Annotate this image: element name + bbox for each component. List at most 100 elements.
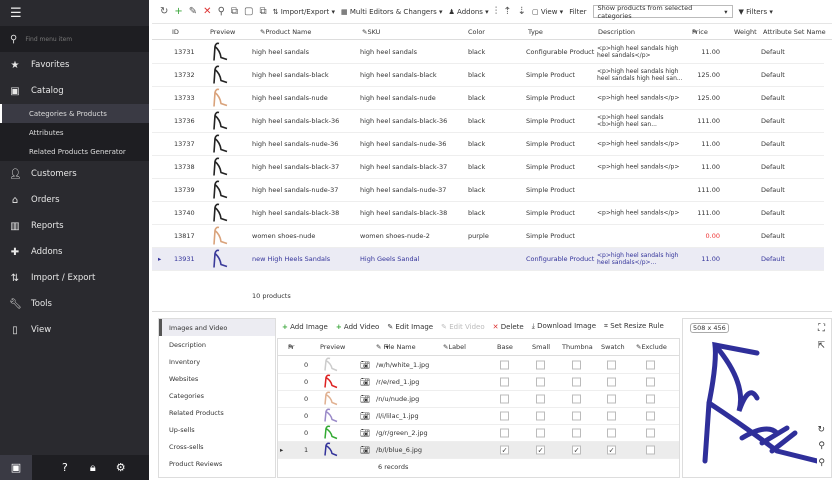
- download-image-button[interactable]: ⤓ Download Image: [531, 322, 597, 330]
- cell-position[interactable]: 1: [304, 446, 309, 454]
- image-row[interactable]: 0 📷︎ /r/e/red_1.jpg: [278, 374, 679, 391]
- rotate-icon[interactable]: ↻: [817, 425, 825, 435]
- checkbox-swatch[interactable]: ✓: [607, 445, 616, 455]
- add-icon[interactable]: +: [174, 6, 183, 17]
- blank-icon[interactable]: ▢: [244, 6, 254, 17]
- cell-price[interactable]: 0.00: [705, 232, 720, 240]
- table-row[interactable]: 13739 high heel sandals-nude-37 high hee…: [152, 179, 824, 202]
- cell-color[interactable]: black: [468, 140, 486, 148]
- menu-search[interactable]: ⚲ Find menu item: [0, 26, 149, 52]
- duplicate-icon[interactable]: ⧉: [259, 6, 267, 17]
- search-icon[interactable]: ⚲: [217, 6, 225, 17]
- cell-sku[interactable]: high heel sandals-nude-36: [360, 140, 447, 148]
- filter-select[interactable]: Show products from selected categories ▾: [592, 4, 733, 20]
- sidebar-item-import-export[interactable]: ⇅ Import / Export: [0, 265, 149, 291]
- col-color[interactable]: Color: [468, 28, 485, 36]
- tab-related-products[interactable]: Related Products: [169, 408, 224, 417]
- cell-price[interactable]: 111.00: [697, 117, 720, 125]
- cell-sku[interactable]: high heel sandals-nude: [360, 94, 436, 102]
- table-row[interactable]: ▸ 13931 new High Heels Sandals High Geels…: [152, 248, 824, 271]
- checkbox-exclude[interactable]: [646, 411, 655, 421]
- cell-position[interactable]: 0: [304, 361, 309, 369]
- cell-sku[interactable]: High Geels Sandal: [360, 255, 420, 263]
- sort-desc-icon[interactable]: ⇣: [517, 6, 526, 17]
- table-row[interactable]: 13733 high heel sandals-nude high heel s…: [152, 87, 824, 110]
- checkbox-small[interactable]: [536, 428, 545, 438]
- edit-icon[interactable]: ✎: [188, 6, 198, 17]
- col-id[interactable]: ID: [172, 28, 179, 36]
- image-row[interactable]: 0 📷︎ /l/i/lilac_1.jpg: [278, 408, 679, 425]
- edit-video-button[interactable]: ✎ Edit Video: [441, 322, 485, 331]
- lock-icon[interactable]: 🔒︎: [89, 460, 96, 474]
- col-position[interactable]: Pr ✎: [288, 343, 295, 351]
- cell-price[interactable]: 125.00: [697, 71, 720, 79]
- cell-position[interactable]: 0: [304, 395, 309, 403]
- cell-file-name[interactable]: /r/e/red_1.jpg: [376, 378, 420, 386]
- col-swatch[interactable]: Swatch: [601, 343, 625, 351]
- cell-price[interactable]: 11.00: [701, 163, 720, 171]
- table-row[interactable]: 13737 high heel sandals-nude-36 high hee…: [152, 133, 824, 156]
- sidebar-item-tools[interactable]: 🔧︎ Tools: [0, 291, 149, 317]
- cell-price[interactable]: 11.00: [701, 255, 720, 263]
- cell-position[interactable]: 0: [304, 429, 309, 437]
- cell-description[interactable]: <p>high heel sandals</p>: [597, 163, 680, 171]
- col-type[interactable]: Type: [528, 28, 543, 36]
- checkbox-exclude[interactable]: [646, 428, 655, 438]
- checkbox-swatch[interactable]: [607, 377, 616, 387]
- cell-sku[interactable]: high heel sandals: [360, 48, 418, 56]
- checkbox-base[interactable]: [500, 428, 509, 438]
- sidebar-item-attributes[interactable]: Attributes: [29, 128, 64, 137]
- cell-color[interactable]: black: [468, 186, 486, 194]
- col-exclude[interactable]: ✎ Exclude: [636, 343, 667, 351]
- table-row[interactable]: 13738 high heel sandals-black-37 high he…: [152, 156, 824, 179]
- cell-sku[interactable]: high heel sandals-black-36: [360, 117, 448, 125]
- cell-color[interactable]: black: [468, 71, 486, 79]
- add-image-button[interactable]: + Add Image: [282, 322, 328, 331]
- col-label[interactable]: ✎ Label: [443, 343, 466, 351]
- checkbox-swatch[interactable]: [607, 360, 616, 370]
- col-image-preview[interactable]: Preview: [320, 343, 346, 351]
- checkbox-exclude[interactable]: [646, 445, 655, 455]
- copy-icon[interactable]: ⧉: [230, 6, 239, 17]
- cell-color[interactable]: purple: [468, 232, 489, 240]
- col-sku[interactable]: ✎ SKU: [362, 28, 381, 36]
- cell-price[interactable]: 125.00: [697, 94, 720, 102]
- cell-file-name[interactable]: /b/l/blue_6.jpg: [376, 446, 423, 454]
- col-product-name[interactable]: ✎ Product Name: [260, 28, 312, 36]
- table-row[interactable]: 13732 high heel sandals-black high heel …: [152, 64, 824, 87]
- cell-description[interactable]: <p>high heel sandals</p>: [597, 140, 680, 148]
- checkbox-thumbnail[interactable]: [572, 428, 581, 438]
- table-row[interactable]: 13731 high heel sandals high heel sandal…: [152, 41, 824, 64]
- splitter[interactable]: [152, 311, 832, 314]
- cell-file-name[interactable]: /l/i/lilac_1.jpg: [376, 412, 419, 420]
- cell-color[interactable]: black: [468, 94, 486, 102]
- checkbox-thumbnail[interactable]: [572, 394, 581, 404]
- cell-sku[interactable]: women shoes-nude-2: [360, 232, 430, 240]
- open-external-icon[interactable]: ⇱: [817, 341, 825, 351]
- col-thumbnail[interactable]: Thumbna: [562, 343, 593, 351]
- cell-price[interactable]: 111.00: [697, 209, 720, 217]
- table-row[interactable]: 13736 high heel sandals-black-36 high he…: [152, 110, 824, 133]
- tab-cross-sells[interactable]: Cross-sells: [169, 442, 204, 451]
- cell-sku[interactable]: high heel sandals-nude-37: [360, 186, 447, 194]
- refresh-icon[interactable]: ↻: [160, 6, 169, 17]
- cell-position[interactable]: 0: [304, 412, 309, 420]
- gear-icon[interactable]: ⚙: [115, 461, 126, 474]
- cell-product-name[interactable]: high heel sandals-black: [252, 71, 329, 79]
- tab-websites[interactable]: Websites: [169, 374, 199, 383]
- cell-product-name[interactable]: high heel sandals-nude: [252, 94, 328, 102]
- cell-price[interactable]: 111.00: [697, 186, 720, 194]
- zoom-in-icon[interactable]: ⚲: [818, 441, 825, 451]
- cell-product-name[interactable]: high heel sandals-black-38: [252, 209, 340, 217]
- tab-product-reviews[interactable]: Product Reviews: [169, 459, 223, 468]
- checkbox-small[interactable]: [536, 377, 545, 387]
- tab-up-sells[interactable]: Up-sells: [169, 425, 195, 434]
- view-button[interactable]: ▢ View ▾: [531, 7, 564, 16]
- checkbox-thumbnail[interactable]: [572, 360, 581, 370]
- checkbox-thumbnail[interactable]: [572, 377, 581, 387]
- menu-toggle-icon[interactable]: ☰: [10, 5, 22, 21]
- import-export-button[interactable]: ⇅ Import/Export ▾: [272, 7, 335, 16]
- cell-product-name[interactable]: high heel sandals-black-36: [252, 117, 340, 125]
- addons-button[interactable]: ♟ Addons ▾: [448, 7, 489, 16]
- cell-file-name[interactable]: /w/h/white_1.jpg: [376, 361, 430, 369]
